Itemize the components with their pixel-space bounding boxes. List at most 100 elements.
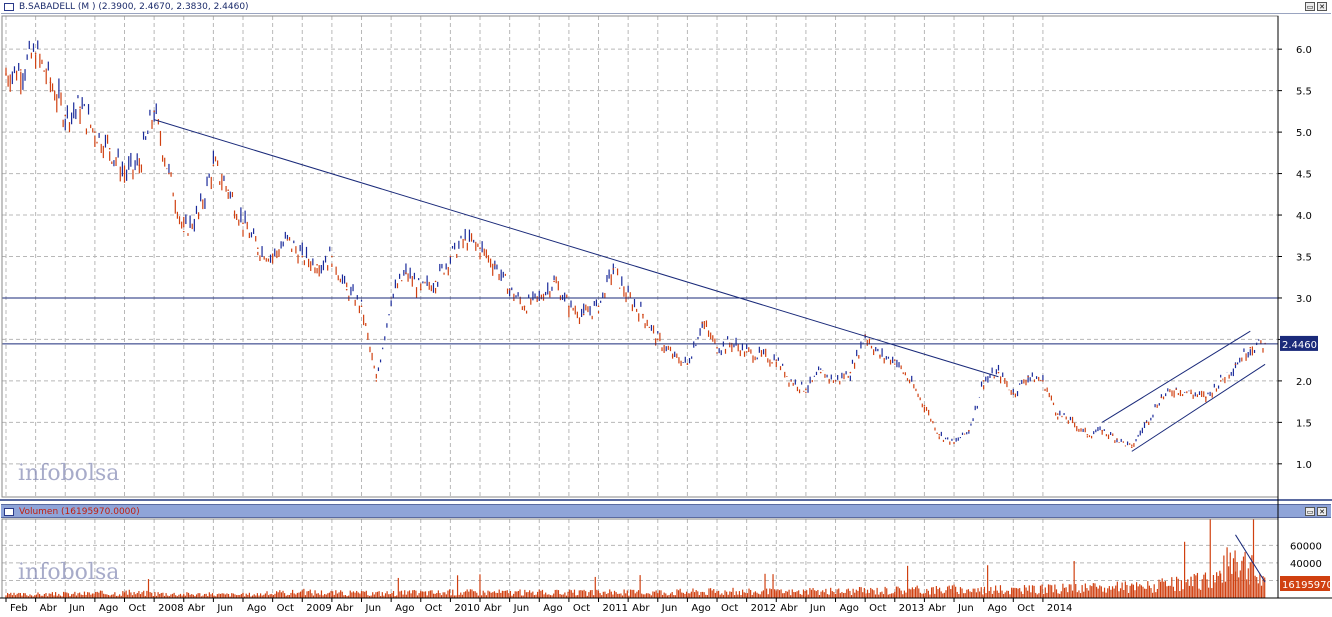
price-point [345,288,348,291]
price-point [656,338,659,341]
price-point [523,305,526,308]
price-point [168,172,170,175]
price-point [805,388,807,390]
price-point [1012,392,1015,395]
price-point [257,247,259,250]
price-point [686,363,689,366]
watermark-price: infobolsa [18,461,119,486]
x-tick-label: Jun [957,603,974,614]
price-point [1160,396,1163,399]
x-tick-label: Abr [928,603,946,614]
price-point [997,371,1000,374]
price-point [953,442,955,444]
x-tick-label: 2011 [603,603,628,614]
price-point [108,147,111,150]
price-point [790,380,792,382]
volume-series [5,519,1266,598]
price-point [597,305,600,308]
price-point [879,355,881,357]
price-point [182,230,185,233]
price-trendline[interactable] [1131,363,1266,452]
price-y-tick-label: 1.5 [1296,418,1312,429]
price-point [375,380,378,382]
x-tick-label: Oct [869,603,886,614]
price-point [1130,446,1133,449]
x-tick-label: Ago [988,603,1007,614]
volume-swatch-icon [4,508,14,516]
price-point [553,280,555,283]
price-trendline[interactable] [153,119,999,378]
price-point [153,110,155,113]
price-y-tick-label: 3.5 [1296,253,1312,264]
price-point [1086,434,1089,436]
x-tick-label: Jun [513,603,530,614]
price-point [968,429,970,432]
price-point [494,263,496,266]
price-point [79,106,81,109]
price-last-value: 2.4460 [1282,340,1317,351]
watermark-volume: infobolsa [18,560,119,585]
price-point [49,81,52,84]
price-y-tick-label: 6.0 [1296,45,1312,56]
price-point [893,359,896,361]
volume-trendline[interactable] [1235,534,1266,583]
price-point [1249,346,1252,349]
x-tick-label: Abr [336,603,354,614]
x-tick-label: Oct [129,603,146,614]
price-y-tick-label: 1.0 [1296,460,1312,471]
price-point [671,355,674,357]
x-tick-label: Jun [365,603,382,614]
close-icon[interactable]: ✕ [1317,2,1327,11]
price-point [701,322,704,324]
price-point [1101,429,1103,432]
volume-last-value: 16195970 [1282,580,1332,591]
price-point [34,52,37,55]
price-point [94,131,96,133]
price-point [1027,375,1029,378]
x-tick-label: Jun [661,603,678,614]
price-point [834,380,837,382]
price-point [419,288,422,291]
price-point [360,305,363,308]
volume-last-value-badge [1280,576,1330,591]
price-point [331,255,333,258]
price-point [1056,413,1059,415]
volume-window-buttons: ▭ ✕ [1305,507,1327,516]
x-tick-label: Ago [247,603,266,614]
x-tick-label: Feb [10,603,28,614]
x-tick-label: Oct [573,603,590,614]
x-tick-label: Oct [1017,603,1034,614]
price-point [938,434,941,436]
price-point [138,164,141,167]
price-point [642,313,644,316]
volume-panel-title: Volumen (16195970.0000) ▭ ✕ [1,504,1331,518]
price-point [212,164,215,167]
price-point [760,355,763,357]
price-point [286,239,289,241]
restore-icon[interactable]: ▭ [1305,2,1315,11]
price-point [508,288,511,291]
price-point [775,359,778,361]
x-tick-label: Oct [425,603,442,614]
price-point [20,69,22,71]
price-y-tick-label: 3.0 [1296,294,1312,305]
price-point [1042,380,1044,382]
restore-icon[interactable]: ▭ [1305,507,1315,516]
price-series [5,40,1266,449]
price-point [227,189,229,191]
close-icon[interactable]: ✕ [1317,507,1327,516]
price-point [405,272,407,274]
price-point [271,255,274,258]
price-panel-title: B.SABADELL (M ) (2.3900, 2.4670, 2.3830,… [1,0,1331,14]
price-point [301,255,304,258]
price-point [197,214,200,216]
price-trendline[interactable] [1101,330,1251,423]
price-point [64,114,67,117]
price-point [1190,392,1192,395]
price-point [745,351,748,353]
price-point [819,371,822,374]
x-tick-label: Ago [395,603,414,614]
x-tick-label: Jun [68,603,85,614]
price-window-buttons: ▭ ✕ [1305,2,1327,11]
